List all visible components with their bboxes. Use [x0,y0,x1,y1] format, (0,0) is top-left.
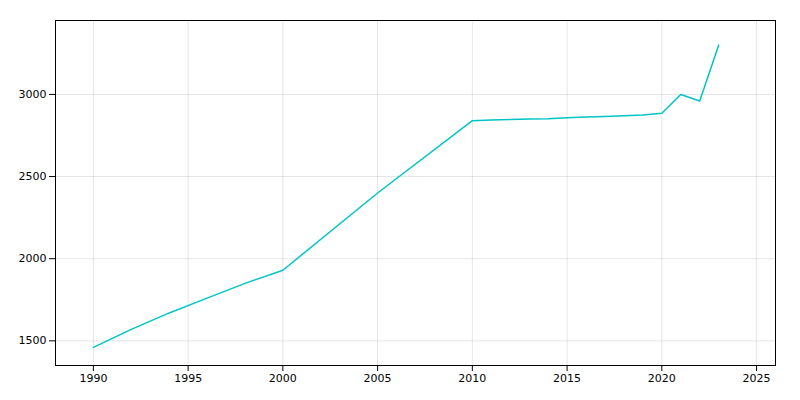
svg-text:1995: 1995 [174,372,202,385]
svg-text:2500: 2500 [19,170,47,183]
svg-text:2010: 2010 [458,372,486,385]
svg-text:2025: 2025 [743,372,771,385]
svg-text:2015: 2015 [553,372,581,385]
svg-text:3000: 3000 [19,88,47,101]
svg-text:1500: 1500 [19,334,47,347]
svg-text:2000: 2000 [269,372,297,385]
svg-text:2005: 2005 [364,372,392,385]
svg-text:2000: 2000 [19,252,47,265]
svg-text:1990: 1990 [79,372,107,385]
svg-text:2020: 2020 [648,372,676,385]
